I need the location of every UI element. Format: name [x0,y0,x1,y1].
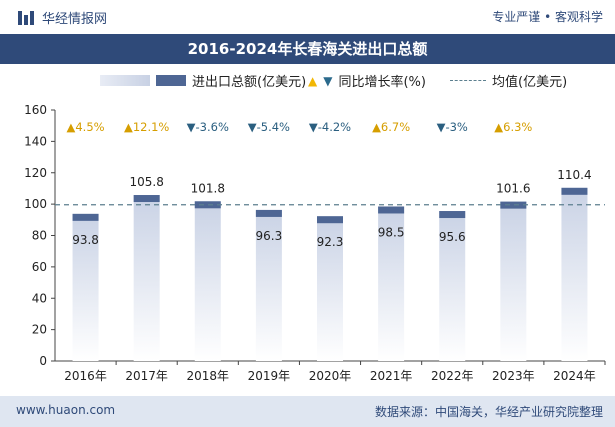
x-tick-label: 2018年 [187,369,230,383]
bar-cap [317,216,343,224]
chart-title: 2016-2024年长春海关进出口总额 [0,34,615,64]
brand: 华经情报网 [18,8,107,27]
y-tick-label: 140 [24,134,47,148]
footer-source: 数据来源：中国海关，华经产业研究院整理 [374,405,603,419]
chart-area: 0 20 40 60 80 100 120 140 160 2016年 2017年 2018年 2019… [24,103,606,383]
bar [133,195,160,361]
x-tick-label: 2022年 [431,369,474,383]
footer-website: www.huaon.com [16,403,116,417]
bar [317,216,343,361]
top-bar: 华经情报网 专业严谨 • 客观科学 [0,0,615,34]
triangle-down-icon: ▼ [323,73,333,88]
legend-dash-swatch [450,80,486,81]
legend-gradient-swatch [100,75,150,86]
legend-item-total: 进出口总额(亿美元) [100,71,306,90]
bar [378,206,405,361]
y-tick-label: 100 [24,197,47,211]
legend: 进出口总额(亿美元) ▲ ▼ 同比增长率(%) 均值(亿美元) [0,68,615,92]
growth-label-down: ▼-3% [437,120,468,134]
data-label: 92.3 [317,235,344,249]
bar-cap [255,209,282,217]
x-tick-label: 2024年 [553,369,596,383]
x-tick-label: 2023年 [492,369,535,383]
bar [500,201,527,361]
bar-cap [194,201,221,209]
data-label: 105.8 [129,175,163,189]
y-tick-label: 120 [24,166,47,180]
bar [194,201,221,361]
legend-label-average: 均值(亿美元) [492,75,568,90]
y-tick-label: 80 [32,229,47,243]
bar-cap [72,213,99,221]
legend-item-growth: ▲ ▼ 同比增长率(%) [308,71,426,91]
y-tick-label: 20 [32,323,47,337]
bar [561,187,588,361]
legend-bar-swatch [156,75,186,86]
x-tick-label: 2017年 [125,369,168,383]
y-tick-label: 40 [32,291,47,305]
data-label: 98.5 [378,225,405,239]
bar-cap [133,195,160,203]
y-tick-label: 60 [32,260,47,274]
brand-name: 华经情报网 [42,12,108,27]
bar [439,211,466,361]
x-tick-label: 2019年 [248,369,291,383]
x-tick-label: 2020年 [309,369,352,383]
footer: www.huaon.com 数据来源：中国海关，华经产业研究院整理 [0,396,615,427]
data-label: 110.4 [557,168,591,182]
x-tick-label: 2016年 [64,369,107,383]
y-tick-label: 160 [24,103,47,117]
growth-label-down: ▼-5.4% [248,120,290,134]
bar-cap [378,206,405,214]
y-tick-label: 0 [39,354,47,368]
x-tick-label: 2021年 [370,369,413,383]
growth-label-up: ▲6.3% [494,120,532,134]
bar-cap [500,201,527,209]
logo-icon [18,10,36,25]
data-label: 93.8 [72,233,99,247]
tagline: 专业严谨 • 客观科学 [492,10,603,24]
triangle-up-icon: ▲ [308,73,318,88]
bar [255,209,282,361]
data-label: 101.6 [496,182,530,196]
bar-cap [561,187,588,195]
legend-label-growth: 同比增长率(%) [338,75,426,90]
growth-label-down: ▼-4.2% [309,120,351,134]
growth-label-up: ▲12.1% [124,120,169,134]
data-label: 96.3 [256,229,283,243]
growth-label-up: ▲6.7% [372,120,410,134]
growth-label-up: ▲4.5% [67,120,105,134]
data-label: 95.6 [439,230,466,244]
data-label: 101.8 [191,181,225,195]
legend-item-average: 均值(亿美元) [450,71,567,90]
bar-cap [439,211,466,219]
legend-label-total: 进出口总额(亿美元) [192,75,307,90]
growth-label-down: ▼-3.6% [187,120,229,134]
bar [72,213,99,361]
